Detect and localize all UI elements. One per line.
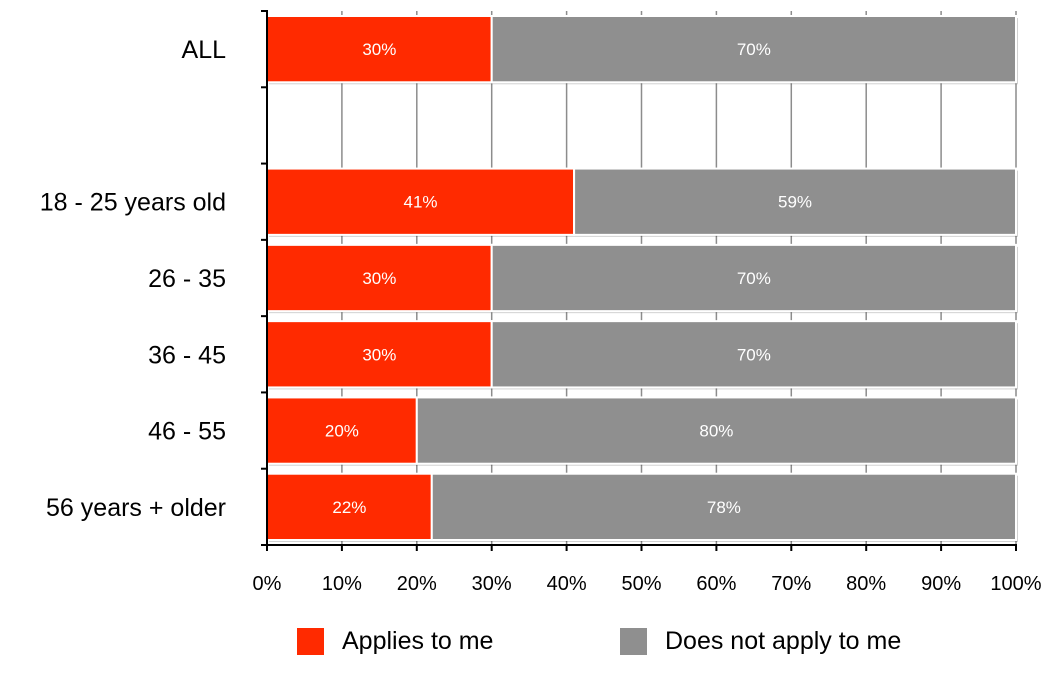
legend-item-not-applies: Does not apply to me (620, 627, 901, 656)
data-label: 20% (325, 422, 359, 441)
legend-label-not-applies: Does not apply to me (665, 627, 902, 655)
x-tick-label: 80% (846, 573, 886, 595)
data-label: 30% (362, 345, 396, 364)
bar-applies (266, 396, 418, 465)
data-label: 30% (362, 269, 396, 288)
category-label: 18 - 25 years old (40, 189, 226, 217)
legend-label-applies: Applies to me (342, 627, 494, 655)
x-tick-label: 40% (547, 573, 587, 595)
bar-not-applies (573, 167, 1018, 236)
x-tick-label: 20% (397, 573, 437, 595)
x-tick-label: 60% (696, 573, 736, 595)
data-label: 70% (737, 40, 771, 59)
category-label: 56 years + older (46, 494, 226, 522)
data-label: 41% (404, 193, 438, 212)
category-label: 26 - 35 (148, 265, 226, 293)
data-label: 78% (707, 498, 741, 517)
category-label: 36 - 45 (148, 341, 226, 369)
data-label: 30% (362, 40, 396, 59)
bar-not-applies (490, 320, 1017, 389)
x-tick-label: 50% (621, 573, 661, 595)
legend-swatch-not-applies (620, 628, 647, 655)
bar-not-applies (430, 472, 1017, 542)
x-tick-label: 30% (472, 573, 512, 595)
legend-item-applies: Applies to me (297, 627, 493, 656)
x-tick-label: 10% (322, 573, 362, 595)
data-label: 70% (737, 345, 771, 364)
bar-not-applies (490, 243, 1017, 313)
data-label: 80% (699, 422, 733, 441)
x-tick-label: 90% (921, 573, 961, 595)
bar-applies (266, 167, 576, 236)
bar-not-applies (490, 15, 1017, 84)
x-tick-label: 0% (253, 573, 282, 595)
category-label: ALL (182, 36, 227, 64)
x-tick-label: 70% (771, 573, 811, 595)
data-label: 22% (332, 498, 366, 517)
bar-not-applies (415, 396, 1017, 465)
data-label: 59% (778, 193, 812, 212)
x-tick-label: 100% (990, 573, 1041, 595)
legend: Applies to me Does not apply to me (0, 627, 1060, 667)
data-label: 70% (737, 269, 771, 288)
category-label: 46 - 55 (148, 418, 226, 446)
legend-swatch-applies (297, 628, 324, 655)
bar-applies (266, 472, 433, 542)
